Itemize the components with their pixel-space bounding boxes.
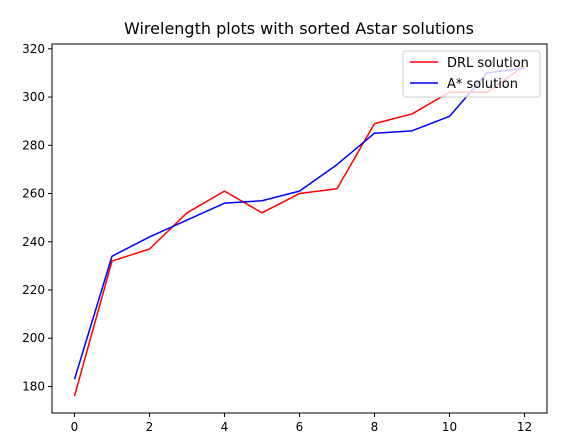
x-tick-label: 2 bbox=[146, 420, 154, 434]
legend-label-drl: DRL solution bbox=[447, 56, 529, 71]
legend-label-astar: A* solution bbox=[447, 77, 518, 92]
y-axis: 180 200 220 240 260 280 300 320 bbox=[22, 42, 52, 393]
astar-solution-line bbox=[73, 67, 525, 380]
y-tick-label: 280 bbox=[22, 138, 45, 152]
x-tick-label: 12 bbox=[517, 420, 532, 434]
series-layer bbox=[73, 65, 525, 397]
x-tick-label: 4 bbox=[221, 420, 229, 434]
y-tick-label: 200 bbox=[22, 331, 45, 345]
y-tick-label: 300 bbox=[22, 90, 45, 104]
drl-solution-line bbox=[73, 65, 525, 397]
y-tick-label: 240 bbox=[22, 235, 45, 249]
x-axis: 0 2 4 6 8 10 12 bbox=[71, 413, 532, 434]
x-tick-label: 6 bbox=[296, 420, 304, 434]
legend: DRL solution A* solution bbox=[402, 50, 541, 98]
y-tick-label: 260 bbox=[22, 187, 45, 201]
chart-title: Wirelength plots with sorted Astar solut… bbox=[124, 19, 474, 38]
y-tick-label: 320 bbox=[22, 42, 45, 56]
x-tick-label: 8 bbox=[371, 420, 379, 434]
y-tick-label: 180 bbox=[22, 379, 45, 393]
y-tick-label: 220 bbox=[22, 283, 45, 297]
x-tick-label: 10 bbox=[442, 420, 457, 434]
x-tick-label: 0 bbox=[71, 420, 79, 434]
plot-frame bbox=[51, 43, 548, 414]
